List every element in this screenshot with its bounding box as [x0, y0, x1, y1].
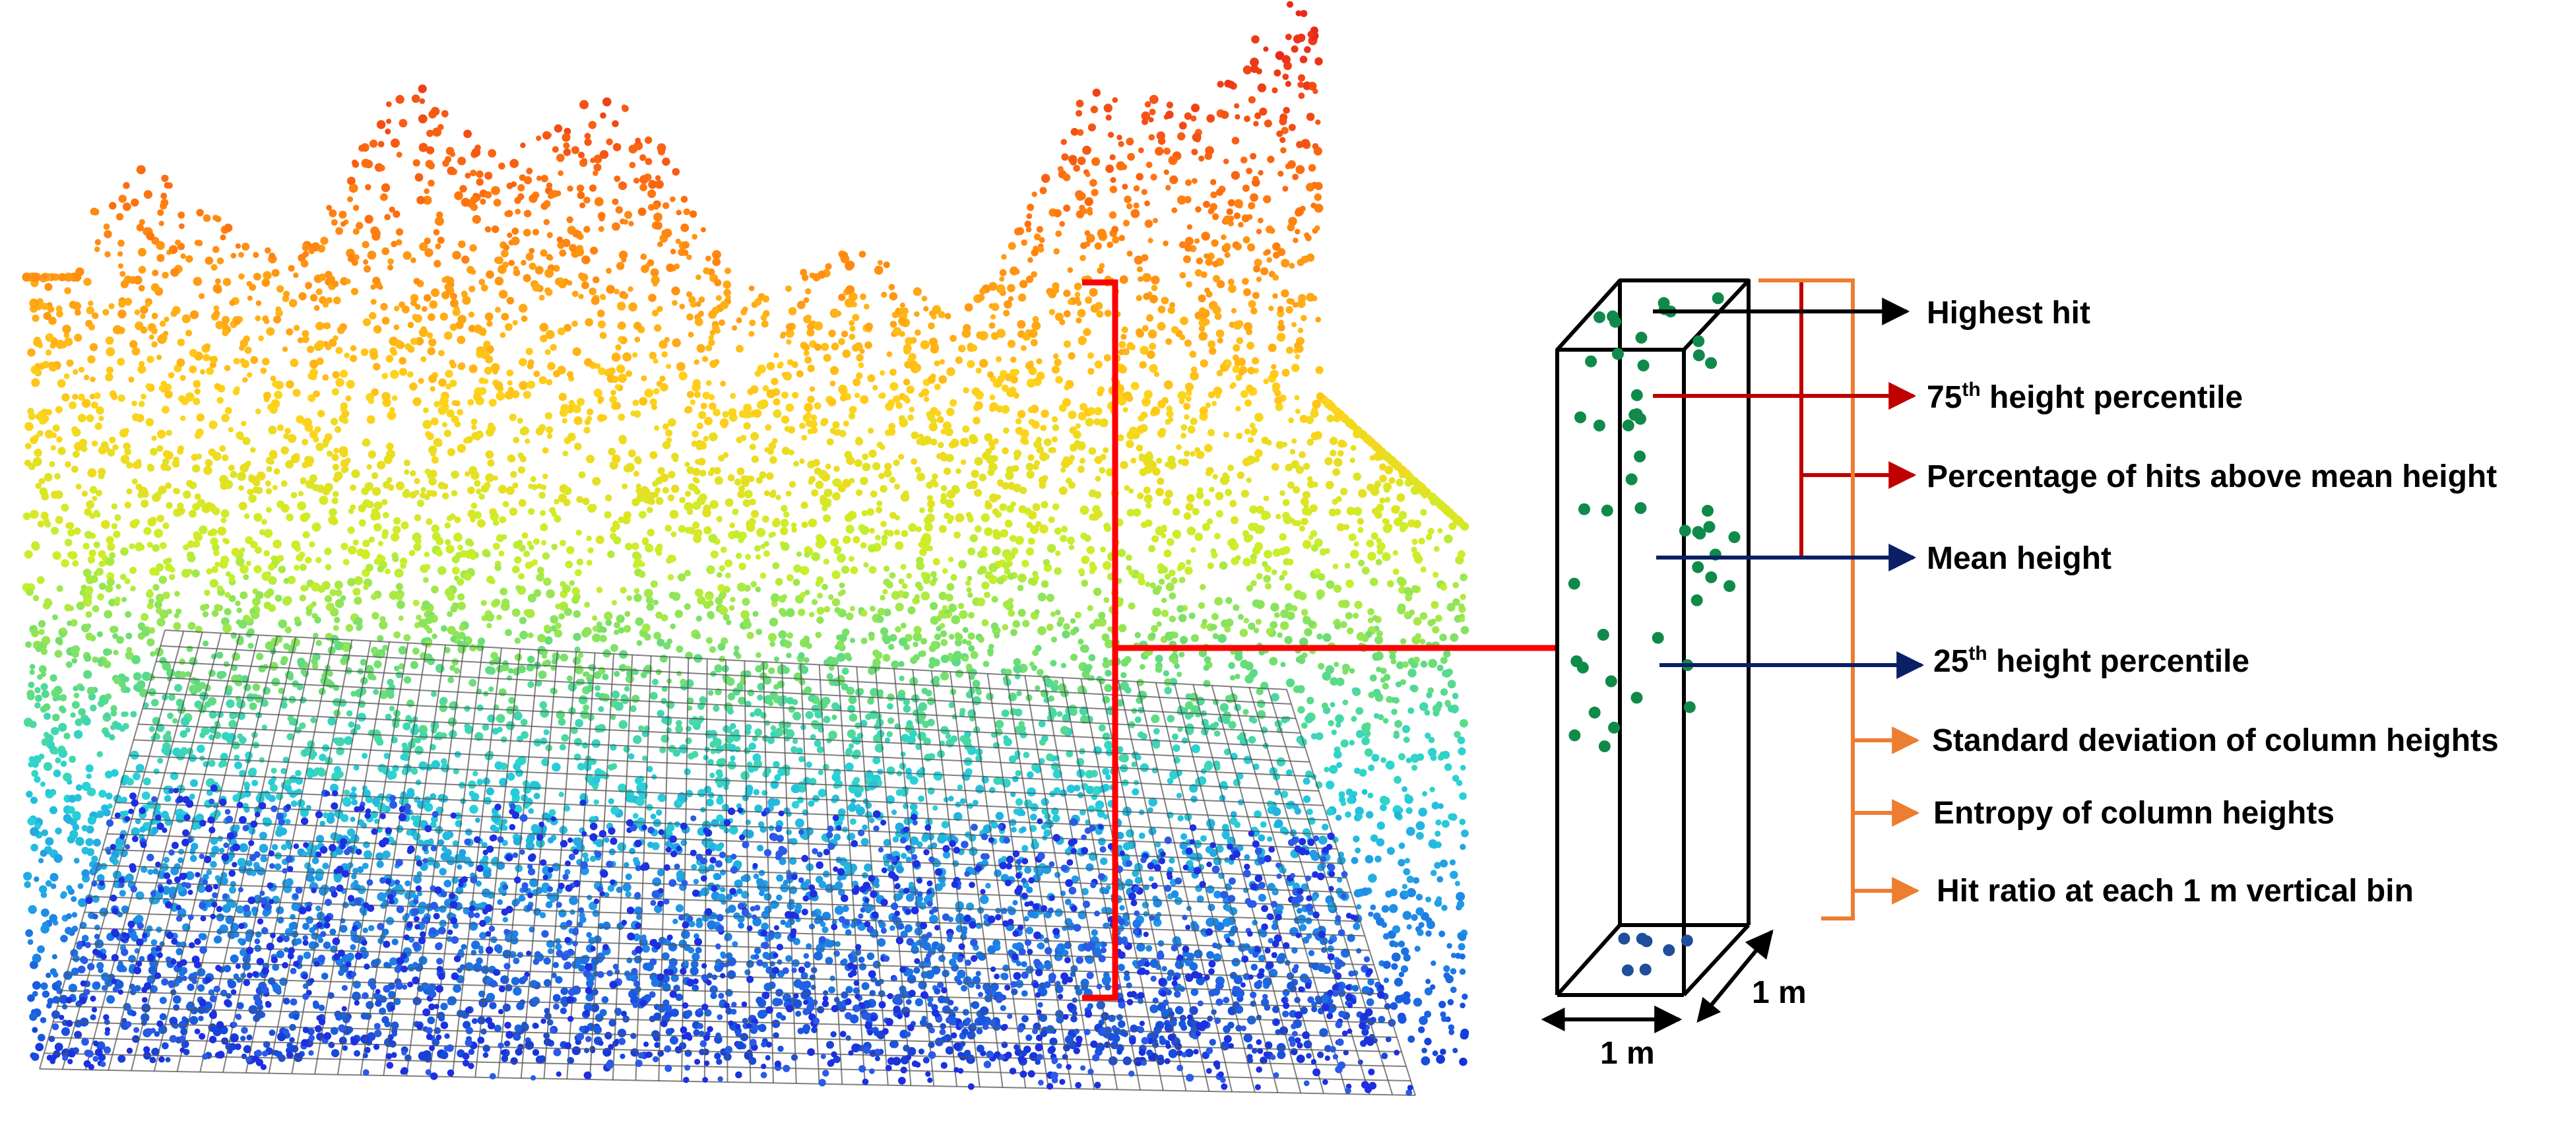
- label-p25-rest: height percentile: [1987, 644, 2249, 679]
- label-entropy: Entropy of column heights: [1933, 796, 2334, 831]
- label-p75-number: 75: [1927, 380, 1962, 415]
- label-p25-number: 25: [1933, 644, 1968, 679]
- depth-dimension-label: 1 m: [1752, 975, 1807, 1010]
- column-box: [1555, 278, 1751, 997]
- depth-dimension-arrow: [1696, 929, 1774, 1023]
- label-p75-sup: th: [1962, 379, 1980, 401]
- label-p75: 75th height percentile: [1927, 379, 2243, 415]
- orange-bracket: [1758, 278, 1855, 920]
- ground-points: [50, 784, 1413, 1096]
- label-mean-height: Mean height: [1927, 541, 2111, 576]
- label-pct-above-mean: Percentage of hits above mean height: [1927, 459, 2497, 494]
- column-bracket: [1082, 279, 1118, 1001]
- point-cloud: [22, 1, 1469, 1066]
- width-dimension-label: 1 m: [1600, 1036, 1655, 1071]
- label-highest-hit: Highest hit: [1927, 296, 2090, 331]
- label-p25-sup: th: [1968, 643, 1987, 664]
- label-p75-rest: height percentile: [1981, 380, 2243, 415]
- label-std-dev: Standard deviation of column heights: [1932, 723, 2499, 758]
- label-p25: 25th height percentile: [1933, 643, 2249, 679]
- label-hit-ratio: Hit ratio at each 1 m vertical bin: [1937, 874, 2414, 909]
- column-points: [1568, 292, 1741, 977]
- red-bracket: [1758, 278, 1803, 560]
